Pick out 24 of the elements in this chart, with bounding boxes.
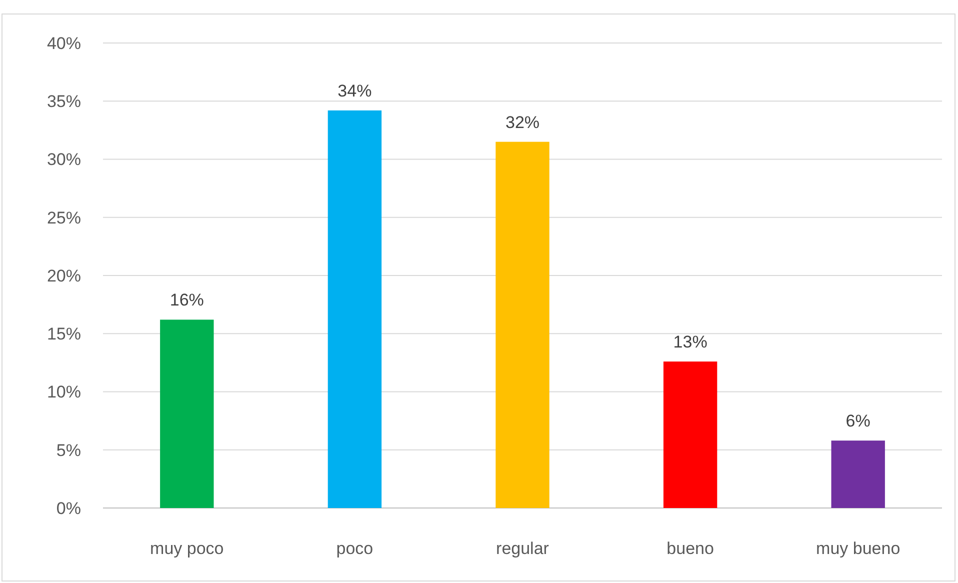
data-label: 32% [505,112,540,132]
y-tick-label: 25% [46,208,81,228]
y-tick-label: 5% [56,440,81,460]
x-tick-label: bueno [666,539,714,558]
y-tick-label: 10% [46,382,81,402]
x-tick-label: muy poco [150,539,224,558]
bar [496,142,550,508]
data-label: 16% [170,290,204,310]
x-tick-label: regular [496,539,550,558]
y-tick-label: 15% [46,324,81,344]
data-label: 6% [846,412,870,431]
bar [328,110,382,508]
bar [160,320,214,508]
data-label: 13% [673,332,708,352]
bar [831,440,885,508]
bar [663,362,718,508]
data-label: 34% [338,81,372,100]
y-tick-label: 0% [56,498,81,518]
y-tick-label: 40% [46,34,81,53]
x-tick-label: poco [336,539,374,558]
x-tick-label: muy bueno [816,539,900,558]
y-tick-label: 20% [46,266,81,286]
y-tick-label: 30% [46,150,81,170]
y-tick-label: 35% [46,92,81,112]
